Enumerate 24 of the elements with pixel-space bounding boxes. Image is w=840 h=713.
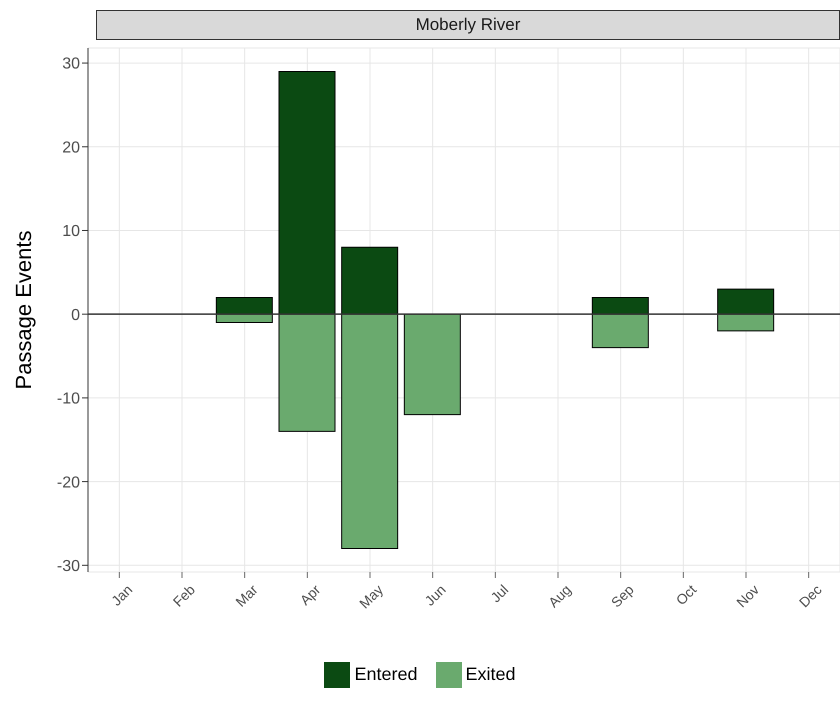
x-tick-label: Apr: [296, 581, 324, 608]
x-tick-label: Jun: [421, 581, 449, 609]
x-tick-label: Aug: [545, 581, 574, 610]
x-tick-label: Oct: [672, 581, 700, 608]
y-tick-label: -20: [56, 474, 80, 492]
x-tick-label: Nov: [733, 581, 762, 610]
x-tick-label: Dec: [796, 581, 825, 610]
x-tick-label: Mar: [232, 581, 261, 610]
y-axis-title: Passage Events: [10, 230, 36, 390]
x-tick-label: Jan: [108, 581, 136, 609]
x-tick-label: May: [356, 581, 386, 612]
y-tick-label: 0: [71, 306, 80, 324]
y-tick-label: -30: [56, 558, 80, 575]
y-tick-label: 10: [62, 223, 80, 240]
x-tick-label: Feb: [170, 581, 198, 610]
y-tick-label: 30: [62, 56, 80, 73]
y-tick-label: -10: [56, 390, 80, 408]
chart-title: Moberly River: [96, 10, 840, 40]
y-tick-label: 20: [62, 139, 80, 156]
x-tick-label: Sep: [608, 581, 637, 610]
x-tick-label: Jul: [487, 581, 512, 606]
legend-label: Entered: [354, 664, 418, 684]
bar: [404, 314, 461, 416]
legend-label: Exited: [466, 664, 516, 684]
